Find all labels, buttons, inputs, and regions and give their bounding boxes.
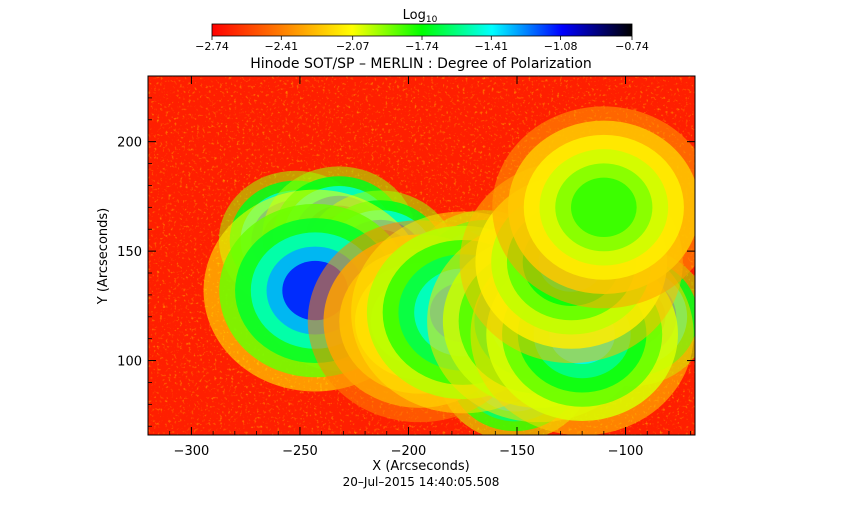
colorbar-tick-label: −1.74 xyxy=(405,40,439,53)
y-axis-label: Y (Arcseconds) xyxy=(96,208,111,305)
colorbar-tick-label: −2.74 xyxy=(195,40,229,53)
colorbar-gradient xyxy=(211,23,633,37)
plot-frame xyxy=(147,75,696,436)
plot-area: −300 −250 −200 −150 −100 100 150 200 xyxy=(117,75,696,459)
colorbar-ticks: −2.74 −2.41 −2.07 −1.74 −1.41 −1.08 −0.74 xyxy=(195,36,649,53)
x-tick-label: −100 xyxy=(608,444,644,459)
colorbar-label: Log10 xyxy=(403,8,438,25)
colorbar-label-subscript: 10 xyxy=(426,15,438,25)
x-tick-label: −150 xyxy=(499,444,535,459)
chart-title: Hinode SOT/SP – MERLIN : Degree of Polar… xyxy=(250,56,592,72)
x-tick-label: −250 xyxy=(282,444,318,459)
colorbar-tick-label: −1.41 xyxy=(474,40,508,53)
y-axis: 100 150 200 xyxy=(117,75,695,427)
x-tick-label: −300 xyxy=(174,444,210,459)
timestamp: 20–Jul–2015 14:40:05.508 xyxy=(343,475,500,489)
colorbar-tick-label: −2.07 xyxy=(336,40,370,53)
colorbar-tick-label: −2.41 xyxy=(264,40,298,53)
y-tick-label: 100 xyxy=(117,355,142,370)
y-tick-label: 200 xyxy=(117,136,142,151)
x-axis-label: X (Arcseconds) xyxy=(372,459,469,474)
y-tick-label: 150 xyxy=(117,245,142,260)
polarization-map xyxy=(148,76,695,435)
polarization-feature xyxy=(492,106,695,309)
colorbar: Log10 −2.74 −2.41 −2.07 −1.74 −1.41 −1.08 −0.7… xyxy=(195,8,649,53)
x-tick-label: −200 xyxy=(391,444,427,459)
colorbar-tick-label: −0.74 xyxy=(615,40,649,53)
x-axis: −300 −250 −200 −150 −100 xyxy=(147,76,692,459)
feature-contour xyxy=(571,177,637,238)
colorbar-tick-label: −1.08 xyxy=(544,40,578,53)
